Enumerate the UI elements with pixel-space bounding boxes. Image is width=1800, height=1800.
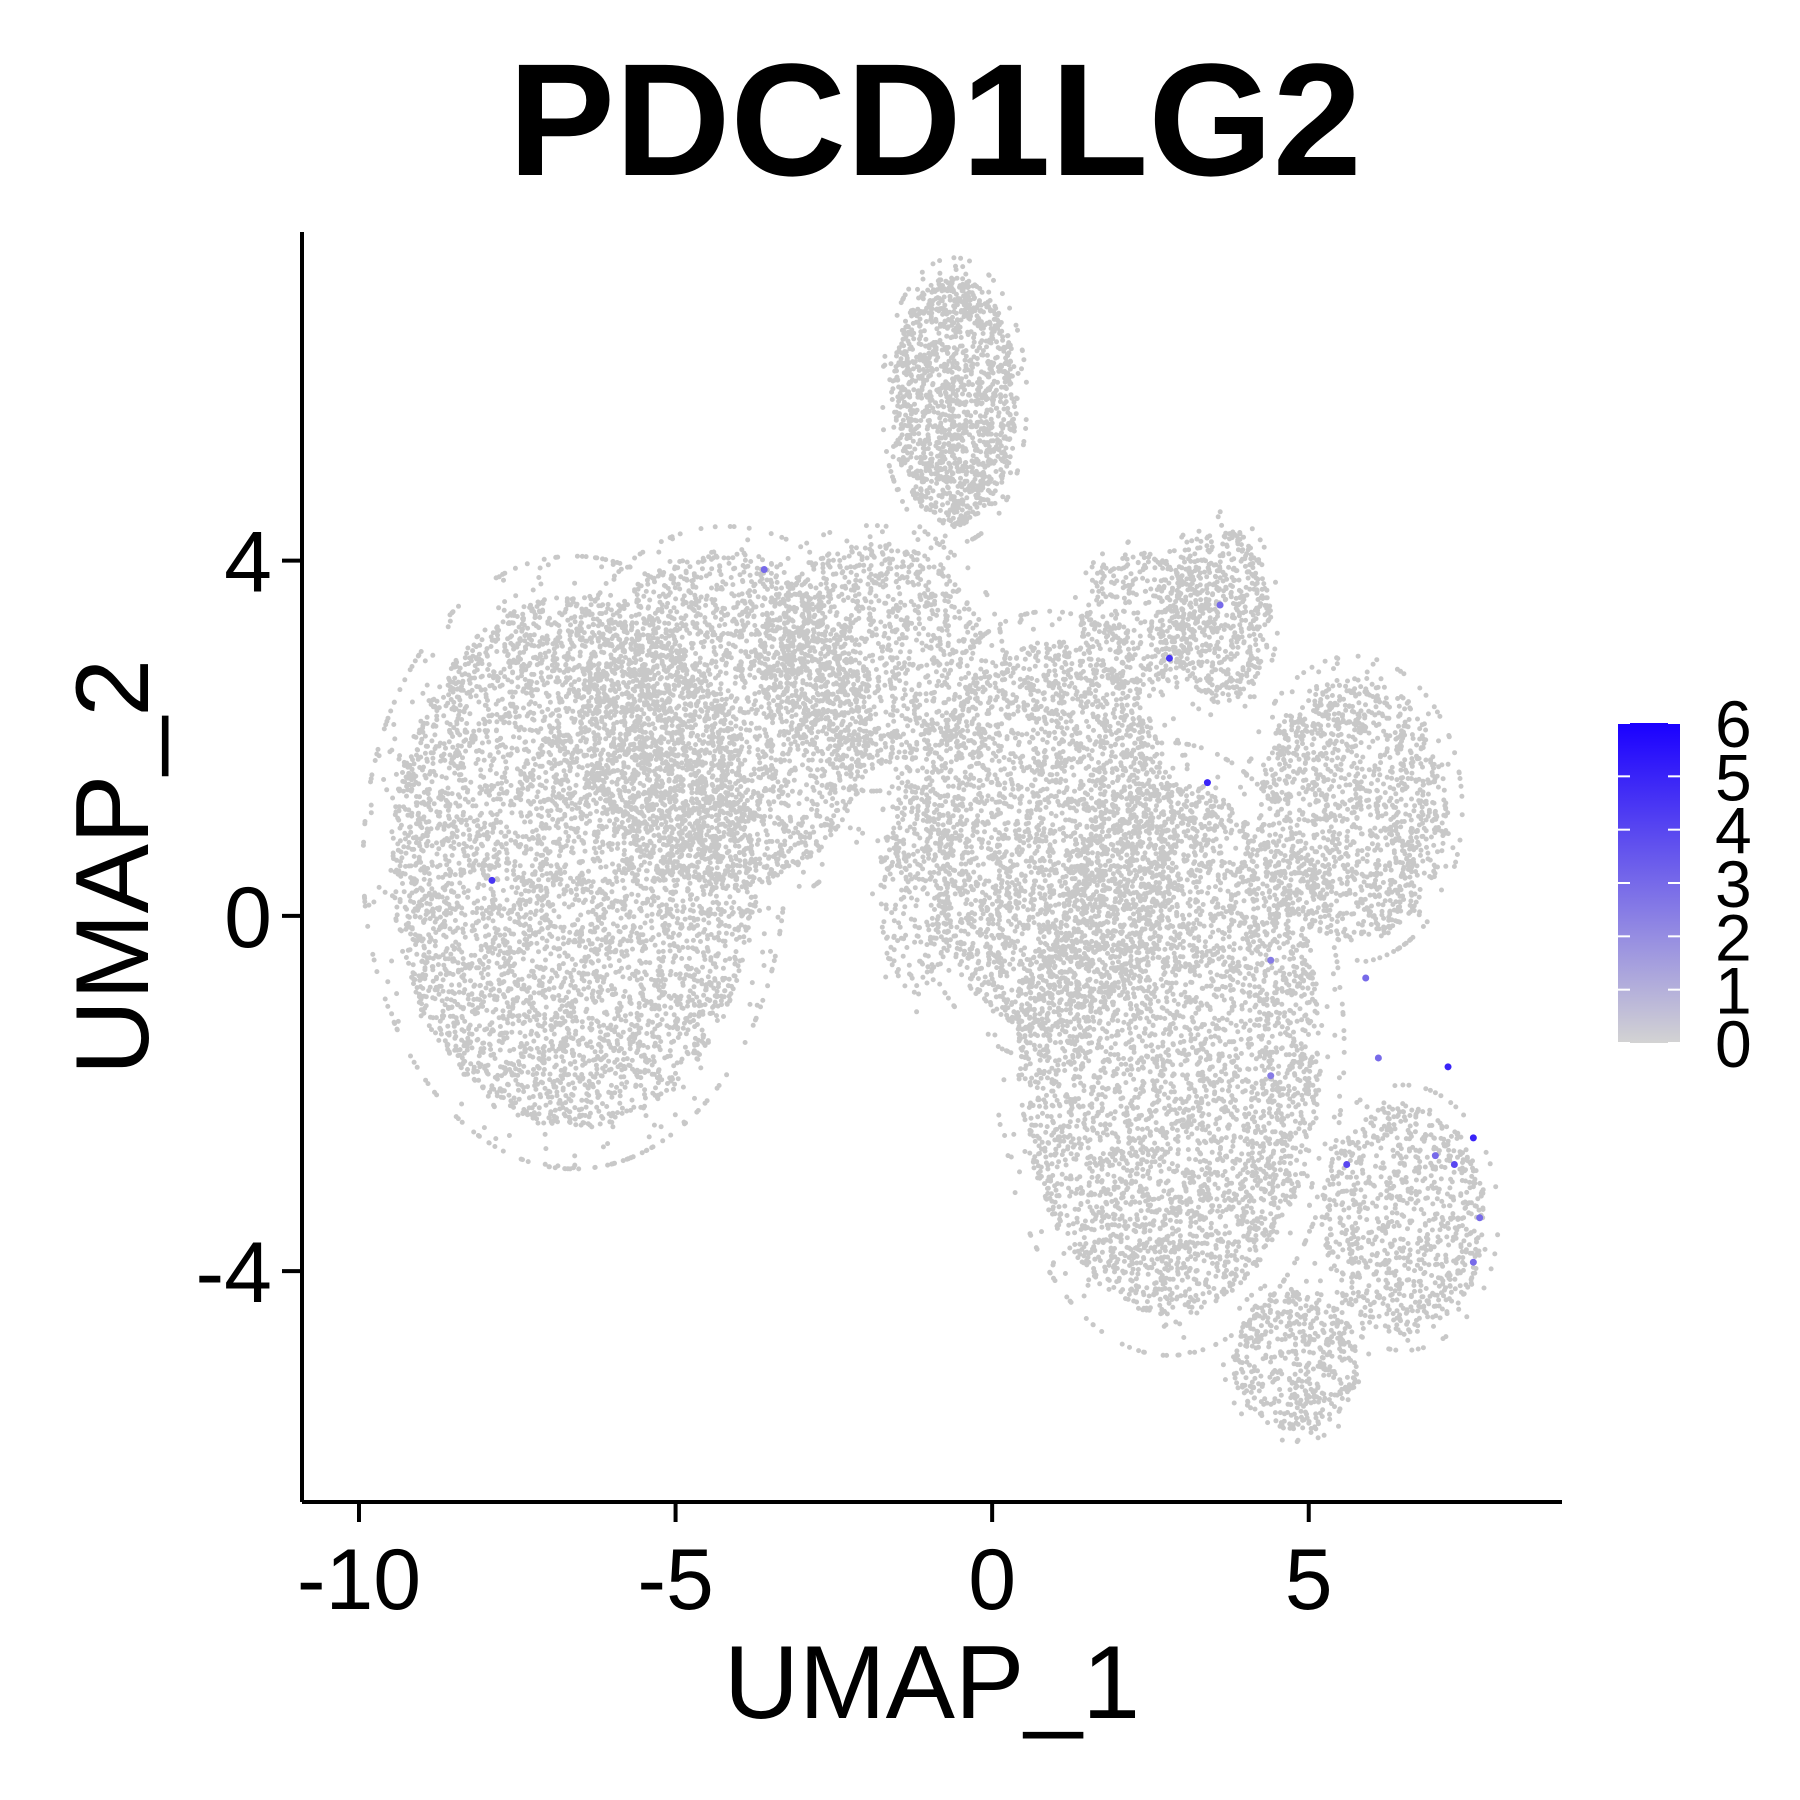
background-cluster-10 (1220, 1278, 1372, 1445)
colorbar-tick-label: 0 (1715, 1007, 1752, 1081)
expressing-points (488, 565, 1484, 1266)
x-tick-label: -5 (637, 1532, 713, 1628)
chart-title: PDCD1LG2 (508, 30, 1362, 209)
expressing-point-11 (1450, 1161, 1458, 1169)
expressing-point-5 (1362, 974, 1370, 982)
background-points (360, 255, 1501, 1445)
colorbar-tick-label: 1 (1715, 954, 1752, 1028)
y-tick-label: -4 (196, 1225, 272, 1321)
expressing-point-8 (1343, 1161, 1351, 1169)
background-cluster-11 (870, 765, 963, 1015)
background-cluster-9 (1307, 1082, 1501, 1353)
colorbar-tick-label: 6 (1715, 687, 1752, 761)
colorbar-tick-label: 5 (1715, 740, 1752, 814)
y-axis-label: UMAP_2 (55, 659, 171, 1075)
expressing-point-2 (1203, 779, 1211, 787)
expressing-point-15 (760, 565, 768, 573)
background-cluster-7 (1072, 539, 1206, 698)
x-tick-label: -10 (297, 1532, 421, 1628)
expressing-point-7 (1267, 1072, 1275, 1080)
background-cluster-8 (1241, 653, 1465, 964)
background-cluster-3 (880, 255, 1029, 545)
expressing-point-9 (1444, 1063, 1452, 1071)
x-axis-label: UMAP_1 (724, 1625, 1140, 1741)
expressing-point-12 (1431, 1152, 1439, 1160)
expressing-point-0 (488, 876, 496, 884)
expressing-point-13 (1476, 1214, 1484, 1222)
plot-area (360, 255, 1501, 1445)
y-tick-label: 0 (224, 870, 272, 966)
colorbar-tick-label: 3 (1715, 847, 1752, 921)
expressing-point-3 (1216, 601, 1224, 609)
y-axis-ticks: -4 0 4 (196, 515, 302, 1321)
expressing-point-1 (1165, 654, 1173, 662)
background-cluster-5 (992, 740, 1347, 1358)
expressing-point-4 (1267, 956, 1275, 964)
expressing-point-6 (1374, 1054, 1382, 1062)
expressing-point-10 (1469, 1134, 1477, 1142)
x-axis-ticks: -10 -5 0 5 (297, 1502, 1333, 1628)
colorbar-tick-label: 2 (1715, 900, 1752, 974)
y-tick-label: 4 (224, 515, 272, 611)
expressing-point-14 (1469, 1258, 1477, 1266)
x-tick-label: 5 (1285, 1532, 1333, 1628)
x-tick-label: 0 (968, 1532, 1016, 1628)
colorbar-tick-label: 4 (1715, 794, 1752, 868)
